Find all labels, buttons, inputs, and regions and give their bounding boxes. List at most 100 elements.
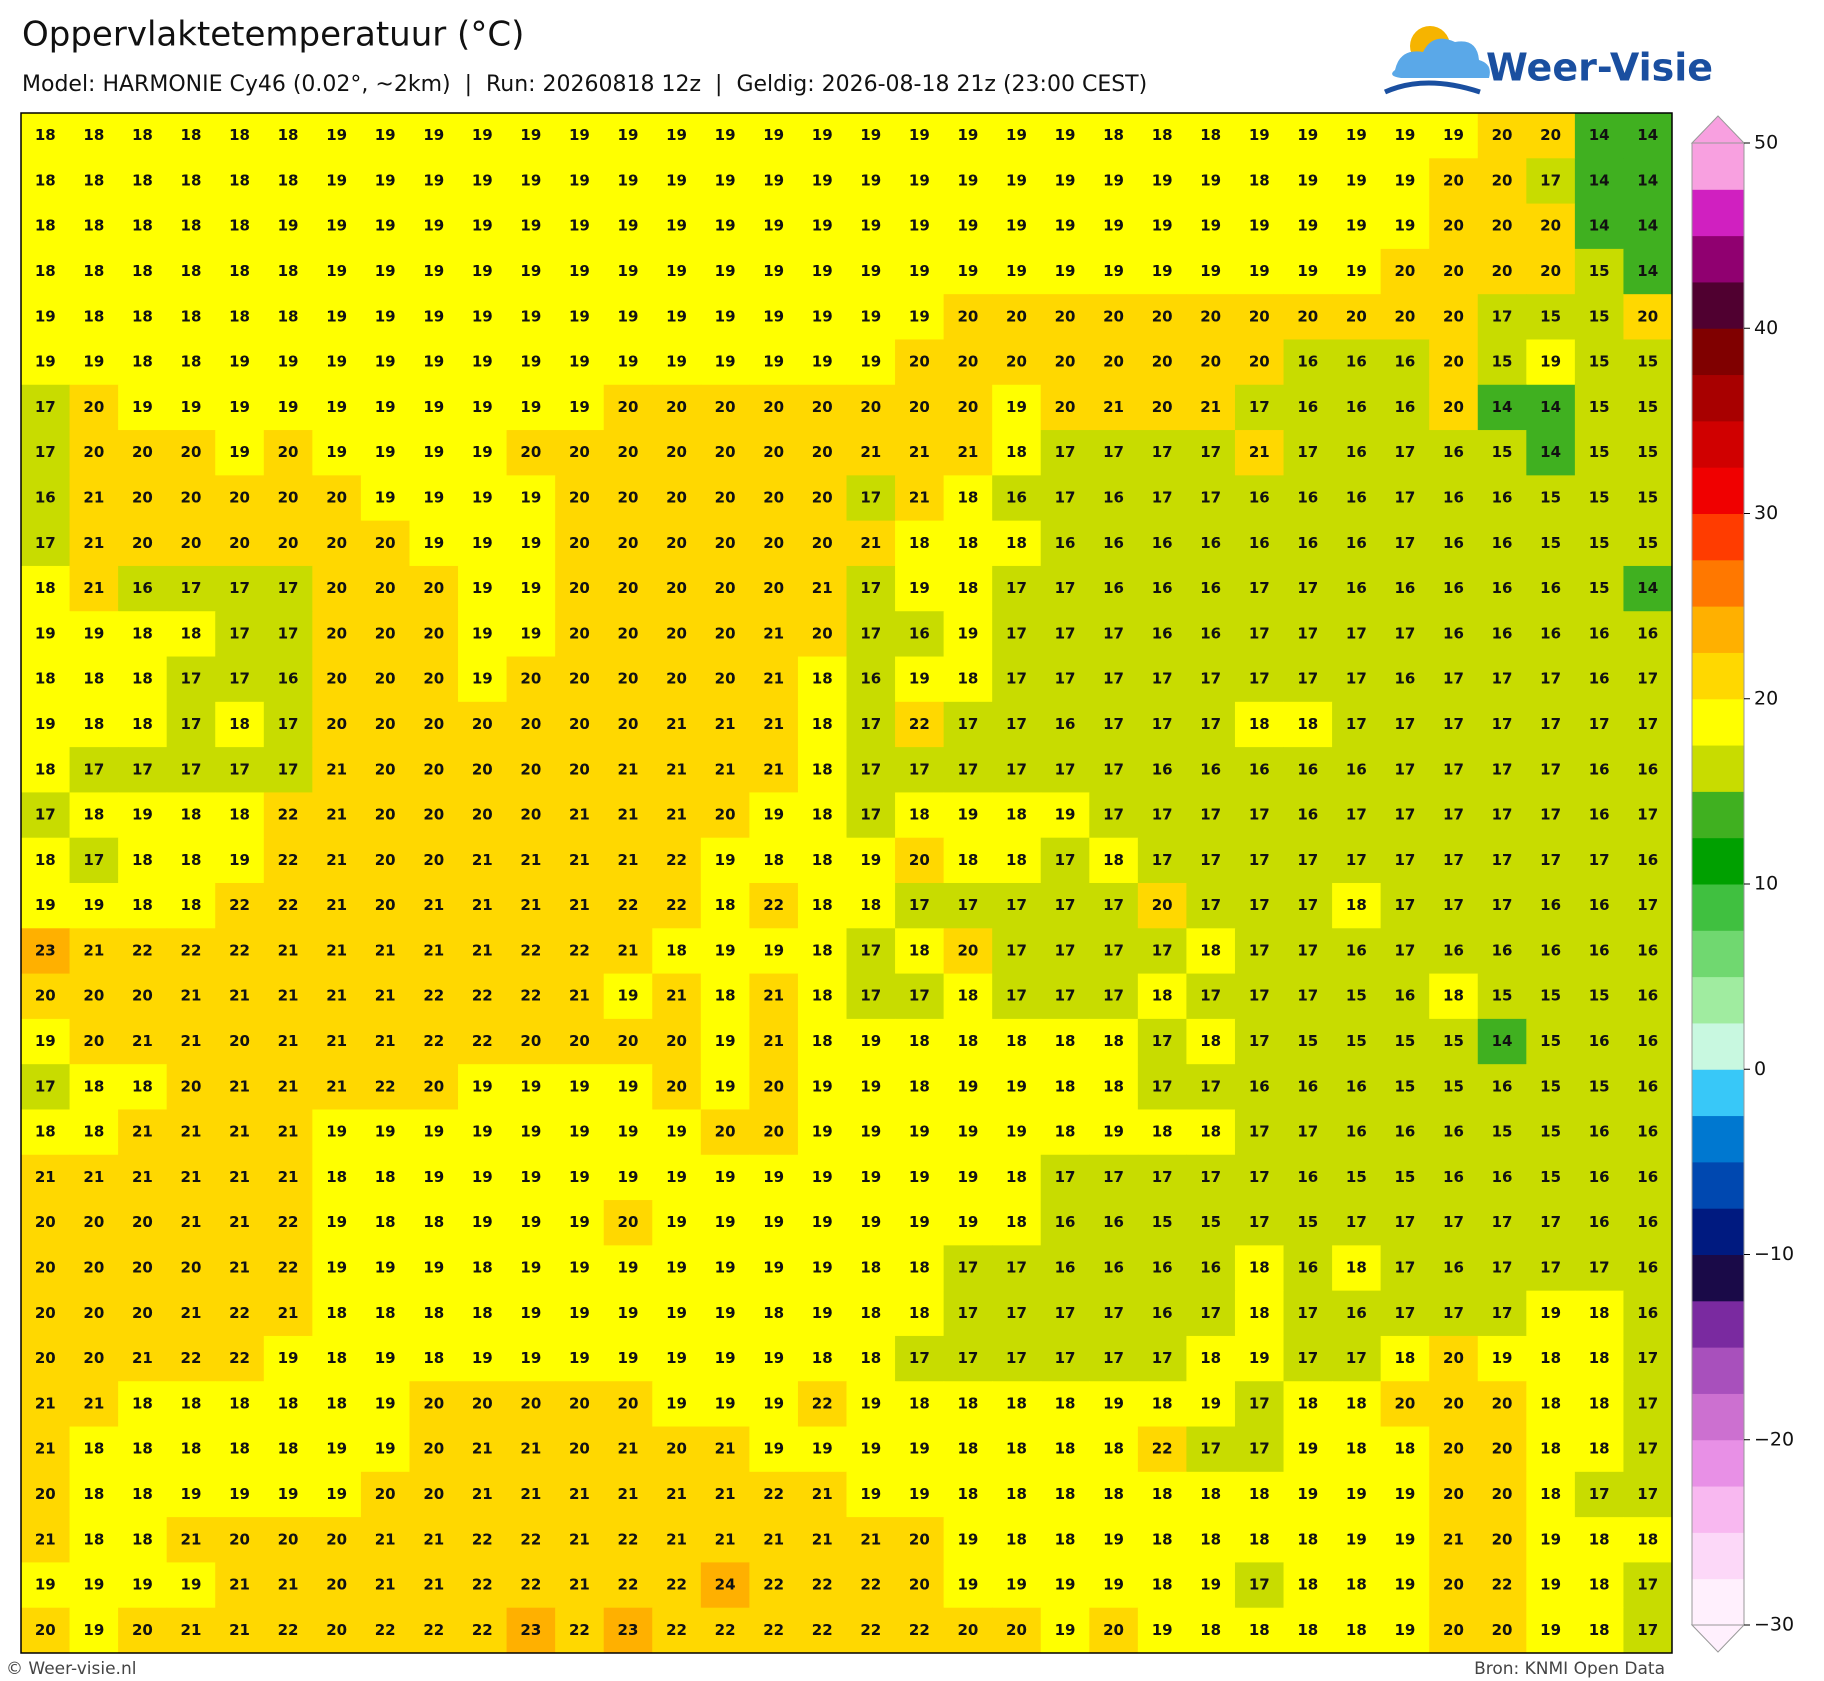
- temperature-label: 20: [1249, 307, 1270, 325]
- temperature-cell: [749, 1607, 799, 1654]
- temperature-cell: [1137, 1109, 1187, 1156]
- temperature-cell: [1380, 611, 1430, 658]
- temperature-label: 19: [423, 489, 444, 507]
- temperature-cell: [409, 1517, 459, 1563]
- temperature-label: 19: [860, 1485, 881, 1503]
- temperature-label: 17: [1297, 1304, 1318, 1322]
- temperature-cell: [895, 339, 945, 386]
- temperature-label: 17: [1637, 1440, 1658, 1458]
- temperature-cell: [1283, 520, 1333, 567]
- temperature-label: 20: [812, 534, 833, 552]
- temperature-label: 16: [909, 624, 930, 642]
- temperature-cell: [603, 1200, 653, 1246]
- temperature-cell: [506, 1517, 556, 1563]
- temperature-label: 16: [1055, 715, 1076, 733]
- temperature-label: 16: [1589, 941, 1610, 959]
- temperature-label: 22: [666, 896, 687, 914]
- temperature-label: 18: [35, 851, 56, 869]
- temperature-cell: [1477, 1335, 1527, 1382]
- temperature-label: 19: [763, 307, 784, 325]
- temperature-label: 20: [957, 307, 978, 325]
- temperature-label: 21: [763, 987, 784, 1005]
- temperature-label: 19: [1346, 262, 1367, 280]
- temperature-label: 16: [1346, 941, 1367, 959]
- temperature-label: 17: [132, 760, 153, 778]
- temperature-cell: [992, 1607, 1042, 1654]
- temperature-cell: [1186, 1517, 1236, 1563]
- temperature-label: 18: [812, 851, 833, 869]
- temperature-label: 19: [860, 171, 881, 189]
- temperature-label: 17: [1055, 760, 1076, 778]
- temperature-cell: [1137, 203, 1187, 250]
- temperature-cell: [1623, 384, 1673, 431]
- temperature-label: 20: [666, 1032, 687, 1050]
- temperature-cell: [69, 792, 119, 839]
- temperature-cell: [1380, 1109, 1430, 1156]
- temperature-label: 20: [83, 1304, 104, 1322]
- temperature-label: 21: [83, 489, 104, 507]
- temperature-label: 19: [812, 171, 833, 189]
- temperature-label: 17: [1297, 987, 1318, 1005]
- temperature-label: 18: [1346, 1394, 1367, 1412]
- temperature-label: 16: [1346, 760, 1367, 778]
- temperature-cell: [603, 1154, 653, 1201]
- temperature-label: 17: [1055, 851, 1076, 869]
- temperature-label: 16: [1589, 760, 1610, 778]
- temperature-cell: [943, 1562, 993, 1609]
- temperature-cell: [506, 384, 556, 431]
- temperature-label: 19: [83, 353, 104, 371]
- temperature-cell: [1186, 1018, 1236, 1065]
- temperature-label: 18: [909, 1259, 930, 1277]
- temperature-label: 16: [1443, 534, 1464, 552]
- temperature-cell: [1040, 158, 1090, 205]
- temperature-label: 20: [35, 1259, 56, 1277]
- temperature-label: 20: [83, 1213, 104, 1231]
- temperature-cell: [555, 1154, 605, 1201]
- temperature-label: 19: [666, 1394, 687, 1412]
- temperature-cell: [1623, 928, 1673, 975]
- temperature-cell: [846, 656, 896, 703]
- temperature-label: 19: [569, 1213, 590, 1231]
- temperature-label: 17: [1200, 896, 1221, 914]
- temperature-label: 21: [1249, 443, 1270, 461]
- temperature-cell: [409, 339, 459, 386]
- temperature-cell: [555, 565, 605, 612]
- temperature-cell: [312, 792, 362, 839]
- temperature-cell: [69, 1245, 119, 1292]
- temperature-label: 20: [375, 851, 396, 869]
- temperature-cell: [1623, 248, 1673, 295]
- temperature-cell: [1283, 1018, 1333, 1065]
- temperature-cell: [603, 475, 653, 522]
- temperature-label: 19: [860, 262, 881, 280]
- logo-cloud: [1392, 38, 1490, 78]
- temperature-label: 22: [569, 941, 590, 959]
- temperature-label: 21: [83, 1394, 104, 1412]
- colorbar-band: [1692, 745, 1744, 792]
- temperature-cell: [1040, 928, 1090, 975]
- temperature-cell: [360, 837, 410, 884]
- temperature-cell: [215, 1290, 265, 1337]
- temperature-cell: [1283, 1426, 1333, 1473]
- temperature-cell: [1234, 656, 1285, 703]
- temperature-label: 22: [569, 1621, 590, 1639]
- temperature-label: 17: [1055, 579, 1076, 597]
- temperature-label: 19: [375, 217, 396, 235]
- temperature-cell: [943, 973, 993, 1020]
- temperature-label: 19: [326, 1485, 347, 1503]
- temperature-cell: [652, 1154, 702, 1201]
- temperature-label: 16: [1394, 579, 1415, 597]
- temperature-cell: [263, 883, 313, 929]
- temperature-label: 17: [1200, 851, 1221, 869]
- temperature-label: 21: [618, 760, 639, 778]
- temperature-label: 20: [278, 443, 299, 461]
- temperature-cell: [312, 928, 362, 975]
- temperature-cell: [215, 1471, 265, 1518]
- temperature-label: 17: [1200, 715, 1221, 733]
- temperature-label: 19: [229, 398, 250, 416]
- temperature-cell: [360, 1381, 410, 1428]
- temperature-cell: [846, 1426, 896, 1473]
- temperature-cell: [118, 1064, 168, 1110]
- temperature-label: 17: [1249, 1213, 1270, 1231]
- temperature-label: 17: [1200, 443, 1221, 461]
- temperature-cell: [360, 883, 410, 929]
